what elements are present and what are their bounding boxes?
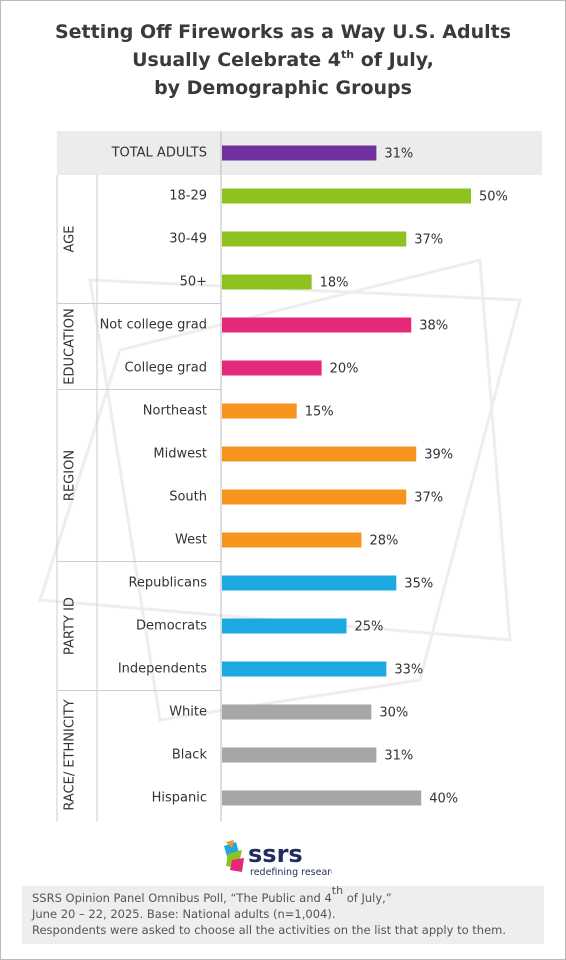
bar <box>222 274 312 290</box>
category-label: Independents <box>118 662 207 677</box>
logo-icon <box>230 858 244 872</box>
bar <box>222 489 407 505</box>
value-label: 38% <box>419 319 448 334</box>
bar <box>222 532 362 548</box>
bar <box>222 403 297 419</box>
category-label: 50+ <box>180 275 207 290</box>
note-line: SSRS Opinion Panel Omnibus Poll, “The Pu… <box>32 885 544 906</box>
bar <box>222 145 377 161</box>
title-text: of July, <box>354 49 434 71</box>
logo-tagline: redefining research <box>250 867 332 878</box>
category-label: Hispanic <box>152 791 207 806</box>
value-label: 18% <box>320 276 349 291</box>
title-sup: th <box>341 48 355 61</box>
category-label: Not college grad <box>100 318 207 333</box>
note-line: June 20 – 22, 2025. Base: National adult… <box>32 907 336 921</box>
value-label: 15% <box>305 405 334 420</box>
bar <box>222 704 372 720</box>
logo-name: ssrs <box>248 840 303 868</box>
note-text: of July,” <box>343 891 392 905</box>
bar <box>222 661 387 677</box>
category-label: 18-29 <box>169 189 207 204</box>
bar <box>222 747 377 763</box>
bar <box>222 188 471 204</box>
value-label: 40% <box>429 792 458 807</box>
bar <box>222 317 412 333</box>
value-label: 35% <box>404 577 433 592</box>
chart: TOTAL ADULTS 31% AGE 18-29 50% 30-49 37% 50+ 18%… <box>37 131 542 822</box>
category-label: West <box>175 533 207 548</box>
bar <box>222 790 422 806</box>
category-label: Northeast <box>143 404 207 419</box>
title-line: by Demographic Groups <box>154 77 412 99</box>
bar <box>222 618 347 634</box>
source-note: SSRS Opinion Panel Omnibus Poll, “The Pu… <box>22 885 544 944</box>
value-label: 31% <box>384 147 413 162</box>
note-text: SSRS Opinion Panel Omnibus Poll, “The Pu… <box>32 891 332 905</box>
bar <box>222 575 397 591</box>
value-label: 39% <box>424 448 453 463</box>
category-label: White <box>169 705 207 720</box>
title-text: Usually Celebrate 4 <box>132 49 342 71</box>
group-label: PARTY ID <box>63 597 78 655</box>
category-label: Midwest <box>153 447 207 462</box>
bar <box>222 446 417 462</box>
category-label: South <box>169 490 207 505</box>
value-label: 25% <box>355 620 384 635</box>
group-label: AGE <box>63 226 78 253</box>
value-label: 31% <box>384 749 413 764</box>
bar <box>222 231 407 247</box>
category-label: Democrats <box>136 619 207 634</box>
category-label: 30-49 <box>169 232 207 247</box>
title-line: Setting Off Fireworks as a Way U.S. Adul… <box>54 21 512 43</box>
note-line: Respondents were asked to choose all the… <box>32 923 507 937</box>
value-label: 37% <box>414 233 443 248</box>
logo: ssrs redefining research <box>224 840 332 878</box>
chart-title: Setting Off Fireworks as a Way U.S. Adul… <box>0 18 566 102</box>
value-label: 37% <box>414 491 443 506</box>
category-label: Republicans <box>128 576 207 591</box>
logo-icon <box>226 840 234 848</box>
group-label: EDUCATION <box>63 308 78 384</box>
value-label: 30% <box>379 706 408 721</box>
value-label: 50% <box>479 190 508 205</box>
note-sup: th <box>331 884 344 897</box>
category-label: College grad <box>125 361 207 376</box>
value-label: 28% <box>369 534 398 549</box>
value-label: 33% <box>394 663 423 678</box>
category-label: Black <box>172 748 208 763</box>
bar <box>222 360 322 376</box>
title-line: Usually Celebrate 4th of July, <box>0 46 566 74</box>
group-label: RACE/ ETHNICITY <box>63 699 78 810</box>
value-label: 20% <box>330 362 359 377</box>
background-watermark <box>37 258 522 722</box>
category-label: TOTAL ADULTS <box>111 146 207 161</box>
group-label: REGION <box>63 450 78 501</box>
